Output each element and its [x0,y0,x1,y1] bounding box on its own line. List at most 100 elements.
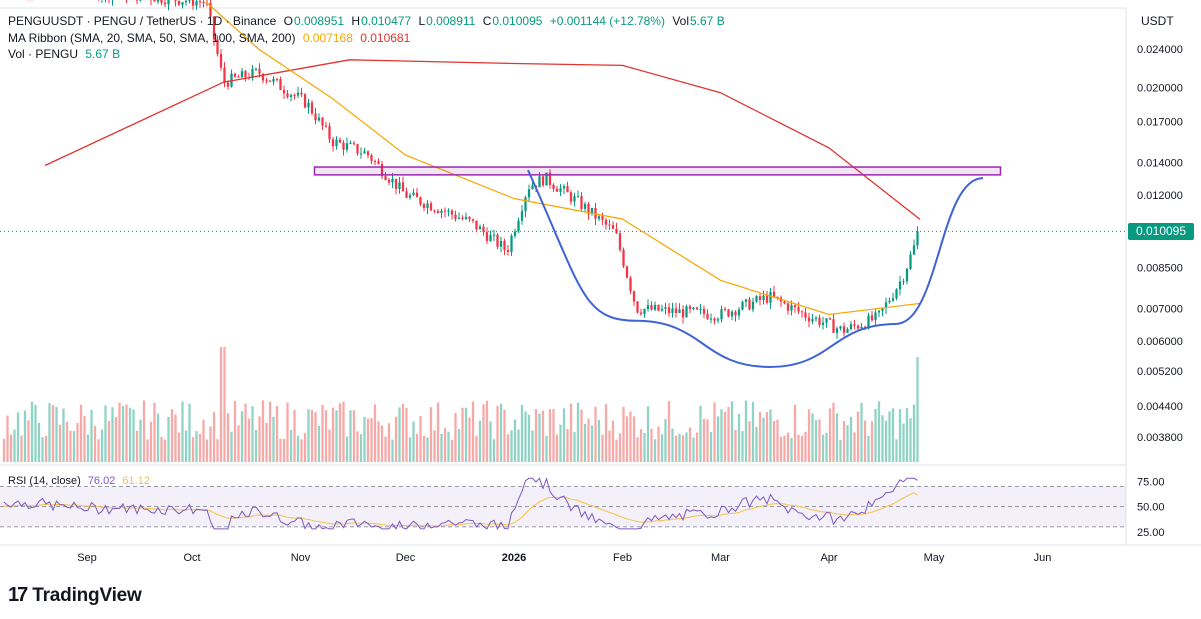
volume-bar [191,437,195,462]
candle-body [608,224,611,226]
candle-body [506,249,510,252]
candle-body [440,210,443,213]
volume-bar [83,415,86,462]
volume-bar [447,431,450,462]
volume-bar [328,429,331,462]
candle-body [895,289,898,299]
close-key: C [482,14,492,28]
candle-body [321,117,324,126]
volume-bar [223,347,226,462]
candle-body [300,92,303,95]
candle-body [377,161,380,164]
volume-bar [685,432,688,462]
volume-bar [244,403,247,462]
volume-bar [506,434,510,462]
volume-bar [786,432,790,462]
volume-bar [590,425,594,462]
volume-bar [758,411,762,462]
volume-bar [867,435,870,462]
volume-bar [580,409,583,462]
candle-body [475,220,478,230]
volume-bar [541,410,545,462]
candle-body [391,178,394,183]
candle-body [867,315,870,329]
candle-body [380,163,384,177]
candle-body [163,2,167,5]
volume-bar [898,409,902,462]
candle-body [688,306,692,310]
volume-bar [265,422,268,462]
candle-body [296,92,300,96]
volume-bar [464,407,468,462]
candle-body [436,211,440,213]
volume-bar [692,437,695,462]
candle-body [807,317,811,322]
volume-bar [811,413,814,462]
volume-bar [349,410,352,462]
volume-bar [275,406,279,462]
volume-bar [597,419,601,462]
time-tick-label: Jun [1034,552,1052,564]
volume-bar [398,407,401,462]
volume-bar [415,433,419,462]
volume-bar [153,402,156,462]
candle-body [737,309,741,316]
candle-body [597,216,601,219]
candle-body [604,219,608,225]
volume-bar [363,416,366,462]
candle-body [202,1,205,3]
candle-body [282,89,286,94]
volume-bar [709,431,713,462]
volume-bar [790,437,793,462]
candle-body [338,139,342,143]
volume-bar [559,424,562,462]
volume-bar [594,406,597,462]
candle-body [835,328,839,333]
volume-value: 5.67 B [85,47,121,61]
candle-body [695,307,699,310]
candle-body [265,80,268,82]
volume-bar [202,419,205,462]
candle-body [237,76,240,78]
tradingview-logo[interactable]: 17 TradingView [8,584,142,607]
candle-body [804,312,807,318]
candle-body [664,307,667,309]
volume-legend: Vol · PENGU 5.67 B [8,47,124,61]
candle-body [387,179,391,183]
volume-bar [604,404,608,462]
rsi-value: 76.02 [87,475,116,487]
candle-body [209,3,212,17]
candle-body [660,308,664,311]
volume-bar [160,437,163,462]
candle-body [580,196,583,209]
volume-bar [762,417,765,462]
candle-body [538,176,541,188]
candle-body [450,210,454,215]
volume-bar [188,403,191,462]
volume-bar [62,408,65,462]
volume-bar [433,430,436,462]
volume-bar [72,430,76,462]
price-tick-label: 0.005200 [1137,366,1183,378]
volume-bar [513,419,517,462]
volume-bar [457,429,461,462]
volume-bar [888,411,891,462]
volume-bar [254,429,258,462]
volume-bar [646,406,650,462]
volume-bar [55,407,58,462]
volume-bar [359,434,363,462]
volume-bar [730,401,734,462]
volume-bar [797,434,800,462]
candle-body [188,0,191,1]
volume-bar [737,414,741,462]
volume-bar [268,401,272,462]
volume-bar [548,409,552,462]
candle-body [797,307,800,312]
volume-bar [524,411,527,462]
volume-bar [44,435,48,462]
volume-bar [772,421,776,462]
candle-body [261,73,265,81]
open-key: O [283,14,293,28]
high-value: 0.010477 [361,14,412,28]
